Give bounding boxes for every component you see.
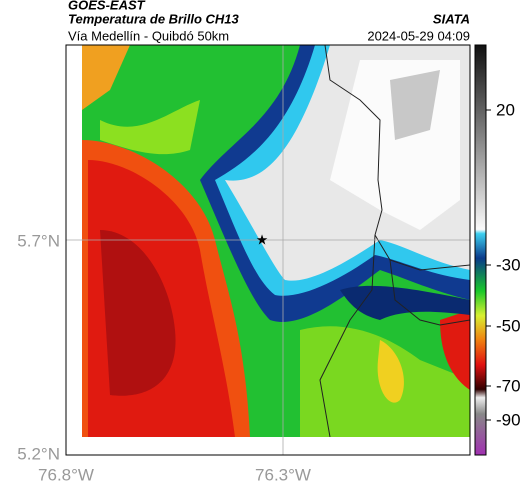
subtitle: Vía Medellín - Quibdó 50km [68, 28, 229, 43]
brightness-temperature-field [82, 45, 470, 437]
brand: SIATA [433, 11, 470, 26]
lat-label: 5.2°N [17, 444, 60, 463]
location-star: ★ [256, 232, 269, 248]
colorbar-label: 20 [496, 100, 515, 119]
colorbar [474, 44, 487, 456]
colorbar-ticks [486, 109, 491, 421]
lon-label: 76.3°W [255, 465, 311, 484]
source: GOES-EAST [68, 0, 146, 12]
colorbar-label: -50 [496, 316, 521, 335]
timestamp: 2024-05-29 04:09 [367, 28, 470, 43]
lon-label: 76.8°W [38, 465, 94, 484]
map-frame [65, 44, 471, 456]
title: Temperatura de Brillo CH13 [68, 11, 240, 26]
colorbar-label: -70 [496, 376, 521, 395]
colorbar-label: -30 [496, 255, 521, 274]
lat-label: 5.7°N [17, 231, 60, 250]
colorbar-label: -90 [496, 410, 521, 429]
